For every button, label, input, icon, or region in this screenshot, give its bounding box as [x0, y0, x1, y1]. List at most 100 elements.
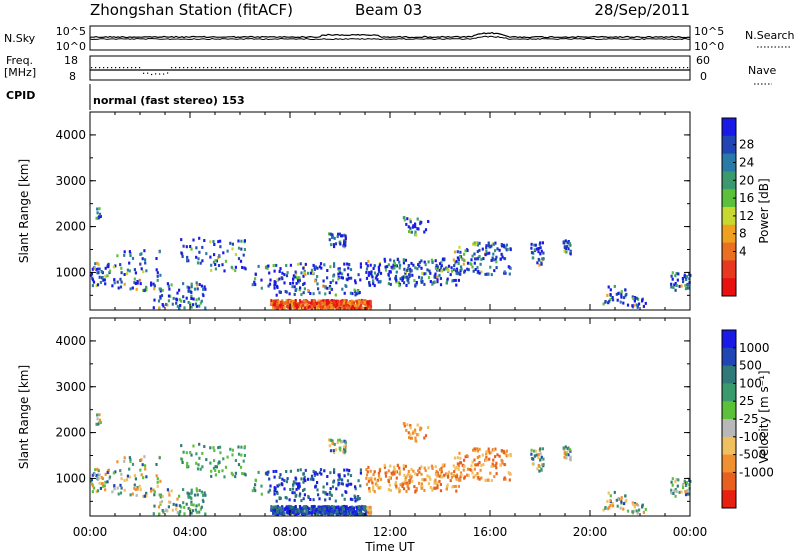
velocity-cell — [212, 446, 215, 450]
power-cell — [98, 207, 101, 211]
velocity-cell — [276, 504, 279, 508]
power-cell — [315, 302, 318, 305]
power-cell — [318, 265, 322, 269]
power-cell — [281, 271, 284, 275]
velocity-cell — [295, 482, 298, 486]
velocity-cell — [330, 438, 333, 442]
nave-dot — [643, 67, 645, 69]
velocity-cell — [540, 455, 543, 459]
velocity-cell — [383, 463, 386, 467]
velocity-cell — [192, 503, 195, 507]
power-cell — [153, 287, 156, 291]
power-cell — [457, 262, 460, 265]
power-cell — [182, 244, 185, 248]
power-cell — [357, 291, 360, 295]
nave-dot — [203, 67, 205, 69]
power-cell — [364, 299, 367, 303]
power-cell — [251, 283, 254, 287]
power-cell — [342, 301, 345, 305]
power-cell — [402, 281, 406, 285]
power-cell — [369, 306, 372, 310]
velocity-cell — [438, 468, 442, 472]
power-cell — [443, 267, 446, 271]
power-cell — [540, 249, 543, 253]
power-cell — [486, 252, 489, 256]
power-cell — [429, 271, 432, 275]
power-cell — [126, 268, 129, 272]
power-cell — [435, 267, 438, 271]
velocity-cell — [150, 489, 153, 493]
power-cell — [450, 269, 454, 273]
velocity-cell — [341, 493, 344, 497]
power-cell — [198, 250, 201, 254]
velocity-cell — [509, 472, 512, 476]
velocity-cell — [408, 436, 411, 440]
power-cell — [285, 264, 288, 267]
power-cell — [139, 262, 142, 266]
power-cell — [150, 281, 153, 285]
velocity-cell — [562, 446, 565, 450]
velocity-cell — [159, 501, 162, 505]
power-cell — [366, 304, 369, 308]
nave-dot — [299, 67, 301, 69]
power-cell — [542, 251, 545, 255]
velocity-cell — [364, 508, 367, 512]
power-cell — [484, 253, 487, 257]
velocity-cell — [365, 476, 368, 480]
velocity-cell — [357, 479, 360, 483]
velocity-cell — [242, 459, 245, 463]
velocity-cell — [218, 461, 221, 464]
power-heatmap — [90, 207, 692, 311]
power-cell — [332, 305, 335, 309]
power-cell — [620, 294, 623, 298]
power-cell — [670, 285, 673, 289]
power-cell — [313, 267, 316, 271]
nave-dot — [467, 67, 469, 69]
power-cell — [311, 271, 315, 275]
power-cell — [622, 301, 625, 305]
velocity-cell — [498, 454, 501, 458]
nave-dot — [451, 67, 453, 69]
power-cell — [369, 299, 372, 303]
power-cell — [316, 303, 319, 307]
velocity-cell — [476, 456, 479, 459]
power-cell — [237, 246, 241, 250]
velocity-cell — [535, 453, 538, 457]
power-cell — [269, 278, 272, 282]
power-cell — [335, 281, 338, 285]
power-cell — [612, 298, 615, 302]
power-cell — [317, 287, 320, 291]
velocity-cell — [294, 476, 297, 480]
power-cell — [478, 248, 481, 252]
velocity-cell — [176, 510, 179, 514]
nave-dot — [395, 67, 397, 69]
velocity-cell — [414, 431, 417, 435]
power-cell — [671, 277, 674, 281]
power-cell — [337, 233, 340, 237]
power-cell — [156, 271, 159, 275]
power-cell — [298, 278, 301, 282]
velocity-cell — [674, 488, 677, 491]
power-cell — [302, 303, 305, 307]
power-cell — [438, 268, 441, 272]
power-cell — [290, 300, 293, 304]
power-cell — [387, 282, 390, 286]
colorbar-tick-label: -100 — [739, 430, 766, 444]
power-cell — [672, 286, 675, 289]
velocity-cell — [359, 484, 362, 488]
power-cell — [97, 267, 100, 271]
velocity-cell — [377, 486, 380, 490]
power-cell — [305, 303, 308, 307]
velocity-cell — [93, 473, 96, 476]
velocity-cell — [533, 449, 536, 453]
power-cell — [186, 255, 189, 259]
nave-dot — [495, 67, 497, 69]
nave-dot — [215, 67, 217, 69]
power-cell — [375, 274, 378, 278]
power-cell — [407, 225, 410, 229]
velocity-cell — [98, 413, 101, 417]
power-cell — [320, 305, 323, 309]
power-cell — [306, 299, 309, 303]
velocity-cell — [495, 461, 498, 465]
power-cell — [509, 266, 512, 270]
